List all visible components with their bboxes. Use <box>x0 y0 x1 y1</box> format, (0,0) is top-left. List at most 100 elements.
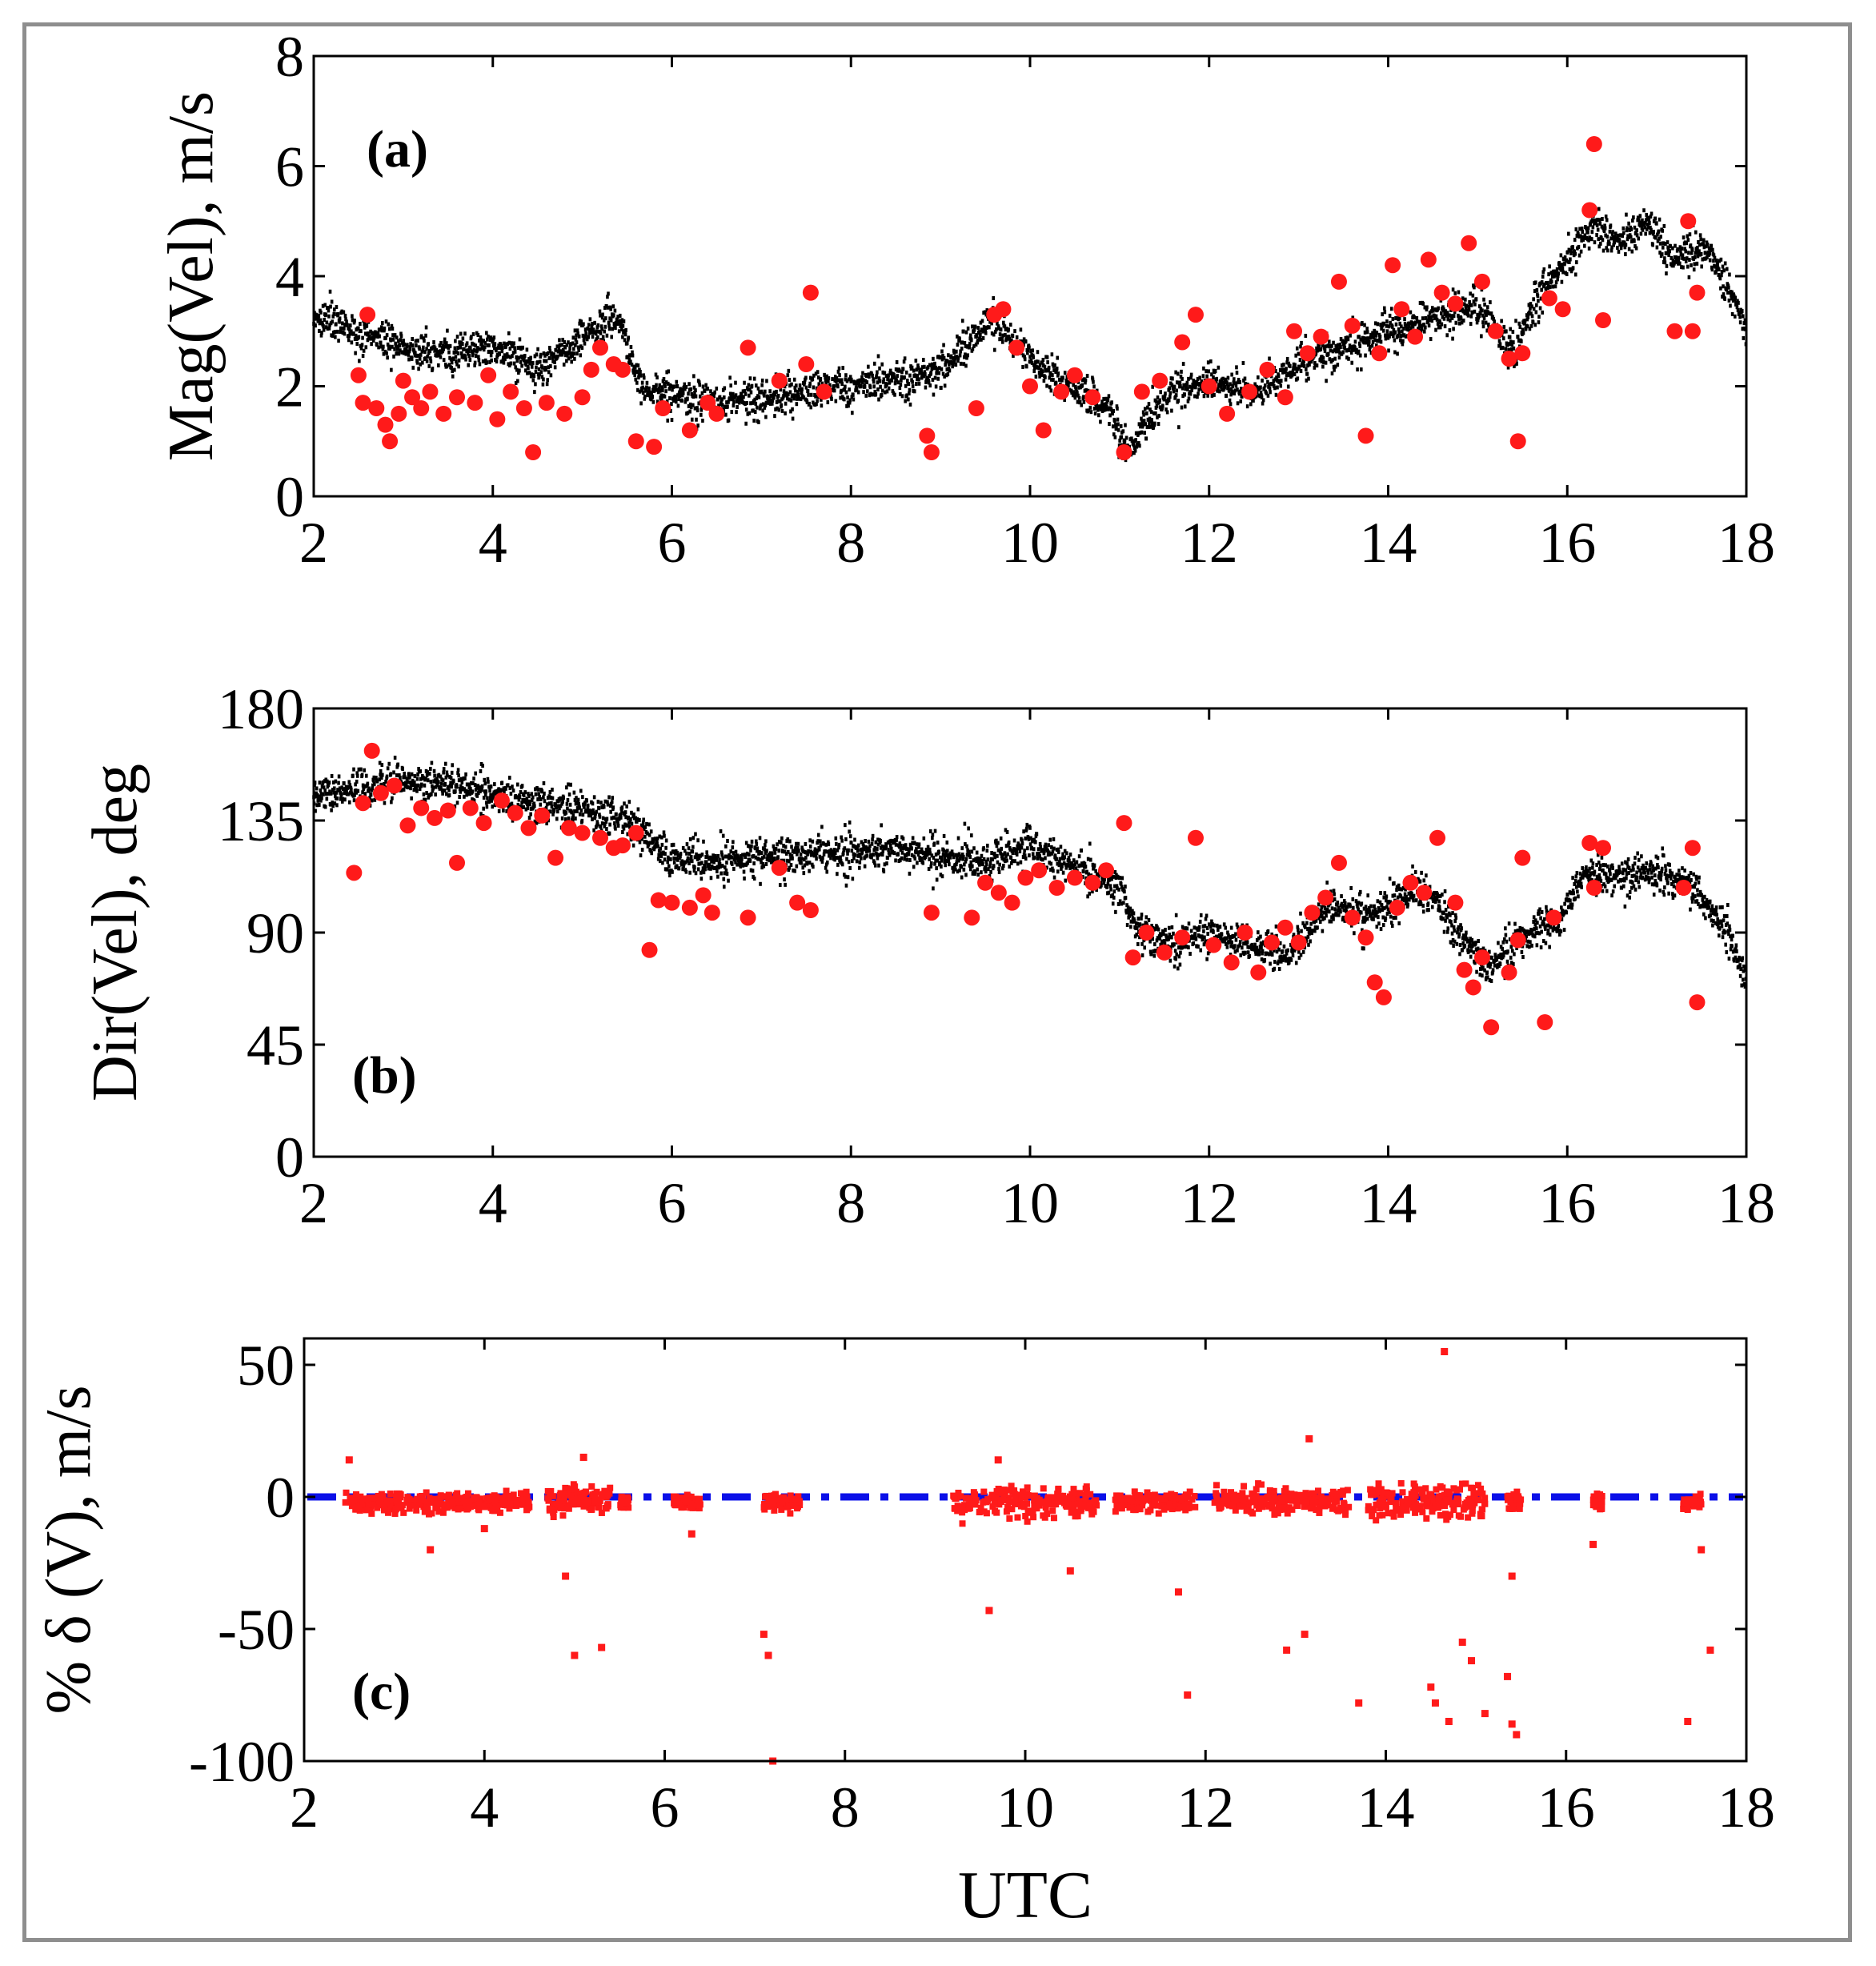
measurement-point <box>1182 383 1185 387</box>
measurement-point <box>681 391 685 395</box>
measurement-point <box>1229 402 1233 407</box>
measurement-point <box>1488 311 1491 316</box>
measurement-point <box>1321 343 1325 347</box>
measurement-point <box>366 781 370 786</box>
measurement-point <box>744 854 748 859</box>
measurement-point <box>1730 290 1734 295</box>
measurement-point <box>1324 360 1328 365</box>
measurement-point <box>1432 308 1435 313</box>
measurement-point <box>1285 360 1289 365</box>
measurement-point <box>688 870 691 875</box>
measurement-point <box>565 801 569 806</box>
measurement-point <box>849 377 853 382</box>
measurement-point <box>606 305 610 310</box>
sample-point <box>1585 136 1602 152</box>
measurement-point <box>510 341 513 346</box>
measurement-point <box>892 375 896 379</box>
measurement-point <box>964 363 968 368</box>
measurement-point <box>1658 241 1662 246</box>
measurement-point <box>1648 231 1652 235</box>
measurement-point <box>1397 316 1401 321</box>
measurement-point <box>471 789 475 794</box>
measurement-point <box>875 853 879 857</box>
measurement-point <box>803 857 806 862</box>
measurement-point <box>945 367 949 372</box>
measurement-point <box>615 812 618 816</box>
measurement-point <box>788 839 792 844</box>
measurement-point <box>1399 334 1403 339</box>
measurement-point <box>1580 238 1583 243</box>
measurement-point <box>522 792 526 797</box>
measurement-point <box>1401 342 1405 347</box>
measurement-point <box>820 381 824 386</box>
measurement-point <box>651 394 655 399</box>
measurement-point <box>329 802 332 807</box>
measurement-point <box>1253 382 1257 387</box>
measurement-point <box>327 308 331 313</box>
sample-point <box>1581 202 1598 219</box>
measurement-point <box>421 347 425 352</box>
measurement-point <box>440 788 444 792</box>
measurement-point <box>959 361 963 366</box>
measurement-point <box>549 796 553 800</box>
measurement-point <box>509 361 513 366</box>
measurement-point <box>507 340 511 345</box>
measurement-point <box>847 848 850 853</box>
measurement-point <box>383 326 387 331</box>
measurement-point <box>1477 314 1481 319</box>
measurement-point <box>798 383 802 388</box>
measurement-point <box>784 391 788 395</box>
measurement-point <box>867 364 870 369</box>
measurement-point <box>483 777 487 782</box>
measurement-point <box>525 796 529 801</box>
measurement-point <box>325 320 329 325</box>
measurement-point <box>1441 305 1445 310</box>
measurement-point <box>524 368 527 373</box>
measurement-point <box>796 845 800 850</box>
measurement-point <box>1641 227 1645 232</box>
measurement-point <box>407 352 411 357</box>
measurement-point <box>880 362 884 367</box>
measurement-point <box>824 849 827 854</box>
measurement-point <box>663 384 667 389</box>
measurement-point <box>1078 400 1082 405</box>
measurement-point <box>905 393 909 398</box>
measurement-point <box>856 390 860 395</box>
measurement-point <box>1058 377 1061 382</box>
measurement-point <box>425 347 428 351</box>
measurement-point <box>317 314 321 319</box>
measurement-point <box>1567 247 1571 252</box>
measurement-point <box>1538 306 1542 311</box>
measurement-point <box>376 331 380 335</box>
measurement-point <box>1625 228 1629 233</box>
measurement-point <box>1096 407 1100 412</box>
measurement-point <box>657 849 661 853</box>
measurement-point <box>1718 259 1722 263</box>
measurement-point <box>1719 257 1723 262</box>
measurement-point <box>327 783 331 788</box>
measurement-point <box>864 845 868 850</box>
measurement-point <box>535 365 538 370</box>
measurement-point <box>675 864 679 869</box>
measurement-point <box>940 367 944 371</box>
measurement-point <box>1245 404 1249 409</box>
measurement-point <box>841 366 845 371</box>
measurement-point <box>433 773 436 778</box>
measurement-point <box>603 824 607 829</box>
measurement-point <box>590 810 594 815</box>
measurement-point <box>1188 384 1192 389</box>
sample-point <box>395 372 411 389</box>
measurement-point <box>1197 391 1200 396</box>
x-tick-label: 12 <box>1181 511 1238 575</box>
measurement-point <box>449 780 452 785</box>
measurement-point <box>523 790 527 795</box>
measurement-point <box>331 788 335 792</box>
measurement-point <box>518 368 521 373</box>
measurement-point <box>1530 304 1533 309</box>
measurement-point <box>878 379 882 383</box>
measurement-point <box>720 397 724 402</box>
measurement-point <box>1657 229 1661 234</box>
measurement-point <box>572 790 576 795</box>
measurement-point <box>1120 435 1124 439</box>
measurement-point <box>802 871 806 876</box>
